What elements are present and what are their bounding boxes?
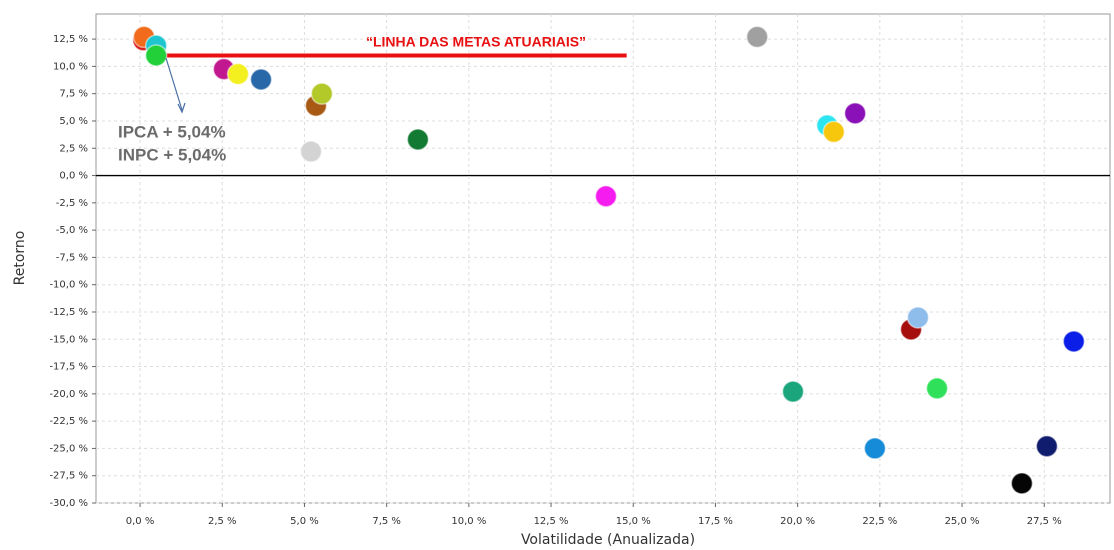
x-tick-label: 0,0 % <box>126 516 155 527</box>
point <box>863 437 887 460</box>
x-tick-label: 27,5 % <box>1027 516 1062 527</box>
x-tick-label: 10,0 % <box>451 516 486 527</box>
x-tick-label: 25,0 % <box>945 516 980 527</box>
point <box>594 185 618 208</box>
x-tick-label: 12,5 % <box>534 516 569 527</box>
y-axis-label: Retorno <box>12 231 28 286</box>
target-label: “LINHA DAS METAS ATUARIAIS” <box>366 34 586 50</box>
plot: 12,5 % 10,0 % 7,5 % 5,0 % 2,5 % 0,0 % -2,5 % -5… <box>49 14 1110 527</box>
y-tick-label: -20,0 % <box>49 389 88 400</box>
y-tick-label: 7,5 % <box>59 89 88 100</box>
point <box>299 140 323 163</box>
y-tick-label: 0,0 % <box>59 171 88 182</box>
annotation: IPCA + 5,04% <box>118 122 226 141</box>
x-tick-label: 22,5 % <box>862 516 897 527</box>
point <box>781 380 805 403</box>
x-axis-label: Volatilidade (Anualizada) <box>521 532 695 548</box>
x-tick-label: 7,5 % <box>372 516 401 527</box>
arrow-head <box>177 102 186 114</box>
y-tick-label: -10,0 % <box>49 280 88 291</box>
x-tick-label: 20,0 % <box>780 516 815 527</box>
point <box>249 68 273 91</box>
point <box>1035 434 1059 458</box>
y-tick-label: -22,5 % <box>49 416 88 427</box>
point <box>843 102 867 125</box>
y-tick-label: -7,5 % <box>56 252 88 263</box>
point <box>1010 472 1034 495</box>
y-tick-label: -5,0 % <box>56 225 88 236</box>
point <box>822 120 846 144</box>
point <box>406 128 430 151</box>
y-tick-label: -17,5 % <box>49 362 88 373</box>
point <box>1062 330 1086 353</box>
point <box>745 25 769 49</box>
y-tick-label: -30,0 % <box>49 498 88 509</box>
point <box>226 62 250 86</box>
y-tick-label: -12,5 % <box>49 307 88 318</box>
plot-area <box>95 13 1111 504</box>
y-tick-label: 5,0 % <box>59 116 88 127</box>
annotation: INPC + 5,04% <box>118 145 226 164</box>
y-tick-label: 2,5 % <box>59 143 88 154</box>
x-tick-label: 2,5 % <box>208 516 237 527</box>
point <box>310 82 334 105</box>
point <box>925 377 949 400</box>
point <box>906 306 930 329</box>
y-tick-label: -2,5 % <box>56 198 88 209</box>
point <box>144 44 168 67</box>
y-tick-label: 12,5 % <box>53 34 88 45</box>
y-tick-label: -27,5 % <box>49 471 88 482</box>
arrow <box>165 57 183 111</box>
x-tick-label: 17,5 % <box>698 516 733 527</box>
x-tick-label: 5,0 % <box>290 516 319 527</box>
y-tick-label: -15,0 % <box>49 334 88 345</box>
y-tick-label: -25,0 % <box>49 443 88 454</box>
x-tick-label: 15,0 % <box>616 516 651 527</box>
y-tick-label: 10,0 % <box>53 61 88 72</box>
